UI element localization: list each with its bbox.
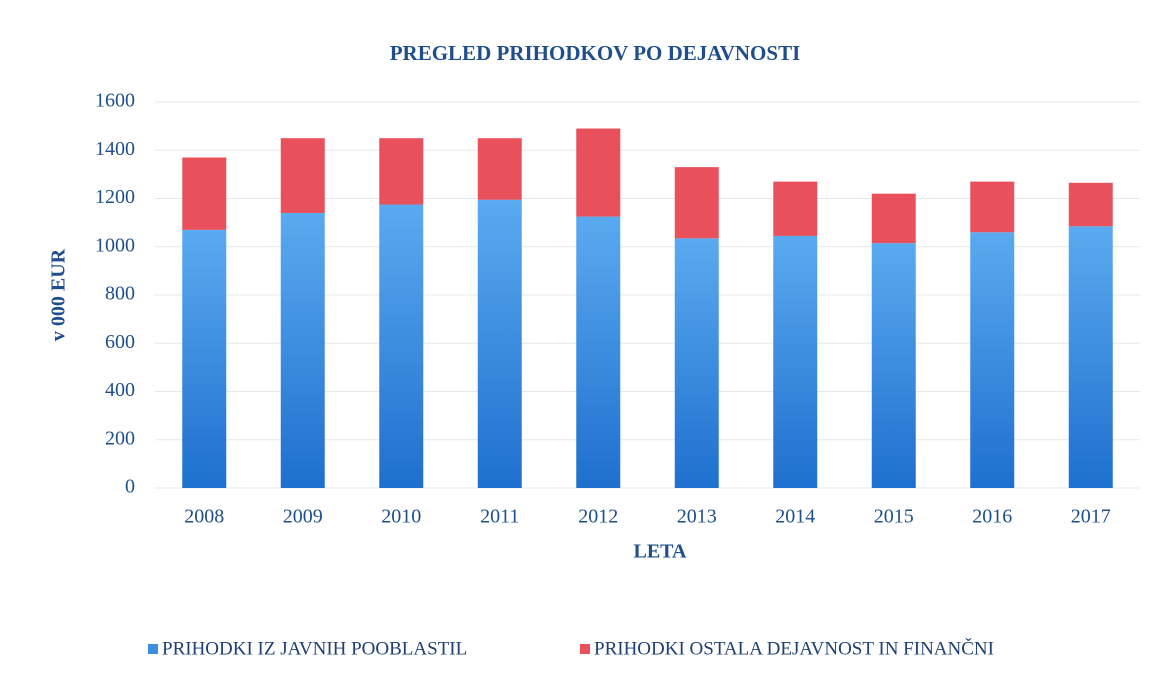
legend-swatch bbox=[580, 644, 590, 654]
y-tick-label: 400 bbox=[105, 379, 135, 401]
x-axis-label: LETA bbox=[634, 541, 688, 563]
y-tick-label: 1400 bbox=[95, 138, 135, 160]
y-tick-label: 1600 bbox=[95, 90, 135, 112]
bar-segment bbox=[280, 212, 325, 488]
x-tick-label: 2012 bbox=[578, 506, 618, 528]
bar-segment bbox=[576, 128, 621, 217]
bar-segment bbox=[674, 167, 719, 239]
bar-segment bbox=[871, 193, 916, 244]
x-tick-label: 2011 bbox=[480, 506, 519, 528]
y-tick-label: 0 bbox=[125, 476, 135, 498]
legend-swatch bbox=[148, 644, 158, 654]
x-tick-label: 2010 bbox=[381, 506, 421, 528]
bar-segment bbox=[674, 238, 719, 488]
y-tick-label: 800 bbox=[105, 283, 135, 305]
y-tick-label: 200 bbox=[105, 427, 135, 449]
bar-segment bbox=[1068, 226, 1113, 488]
x-tick-label: 2017 bbox=[1071, 506, 1111, 528]
y-tick-label: 1000 bbox=[95, 234, 135, 256]
x-tick-label: 2009 bbox=[283, 506, 323, 528]
x-tick-label: 2008 bbox=[184, 506, 224, 528]
y-tick-label: 600 bbox=[105, 331, 135, 353]
bar-segment bbox=[773, 181, 818, 236]
bar-segment bbox=[182, 229, 227, 489]
bar-segment bbox=[576, 216, 621, 488]
x-tick-label: 2015 bbox=[874, 506, 914, 528]
bar-segment bbox=[182, 157, 227, 230]
bar-segment bbox=[379, 204, 424, 488]
bar-segment bbox=[477, 138, 522, 200]
y-tick-label: 1200 bbox=[95, 186, 135, 208]
y-axis-label: v 000 EUR bbox=[48, 248, 70, 341]
x-tick-label: 2016 bbox=[972, 506, 1012, 528]
bar-segment bbox=[280, 138, 325, 213]
bar-segment bbox=[970, 181, 1015, 233]
bar-segment bbox=[477, 199, 522, 489]
bar-segment bbox=[970, 232, 1015, 488]
x-tick-label: 2013 bbox=[677, 506, 717, 528]
legend-label: PRIHODKI IZ JAVNIH POOBLASTIL bbox=[162, 638, 467, 659]
x-tick-label: 2014 bbox=[775, 506, 815, 528]
chart-title: PREGLED PRIHODKOV PO DEJAVNOSTI bbox=[390, 41, 801, 65]
bar-segment bbox=[1068, 182, 1113, 227]
bar-segment bbox=[773, 235, 818, 488]
bar-segment bbox=[871, 243, 916, 488]
legend-label: PRIHODKI OSTALA DEJAVNOST IN FINANČNI bbox=[594, 637, 994, 659]
bar-segment bbox=[379, 138, 424, 205]
